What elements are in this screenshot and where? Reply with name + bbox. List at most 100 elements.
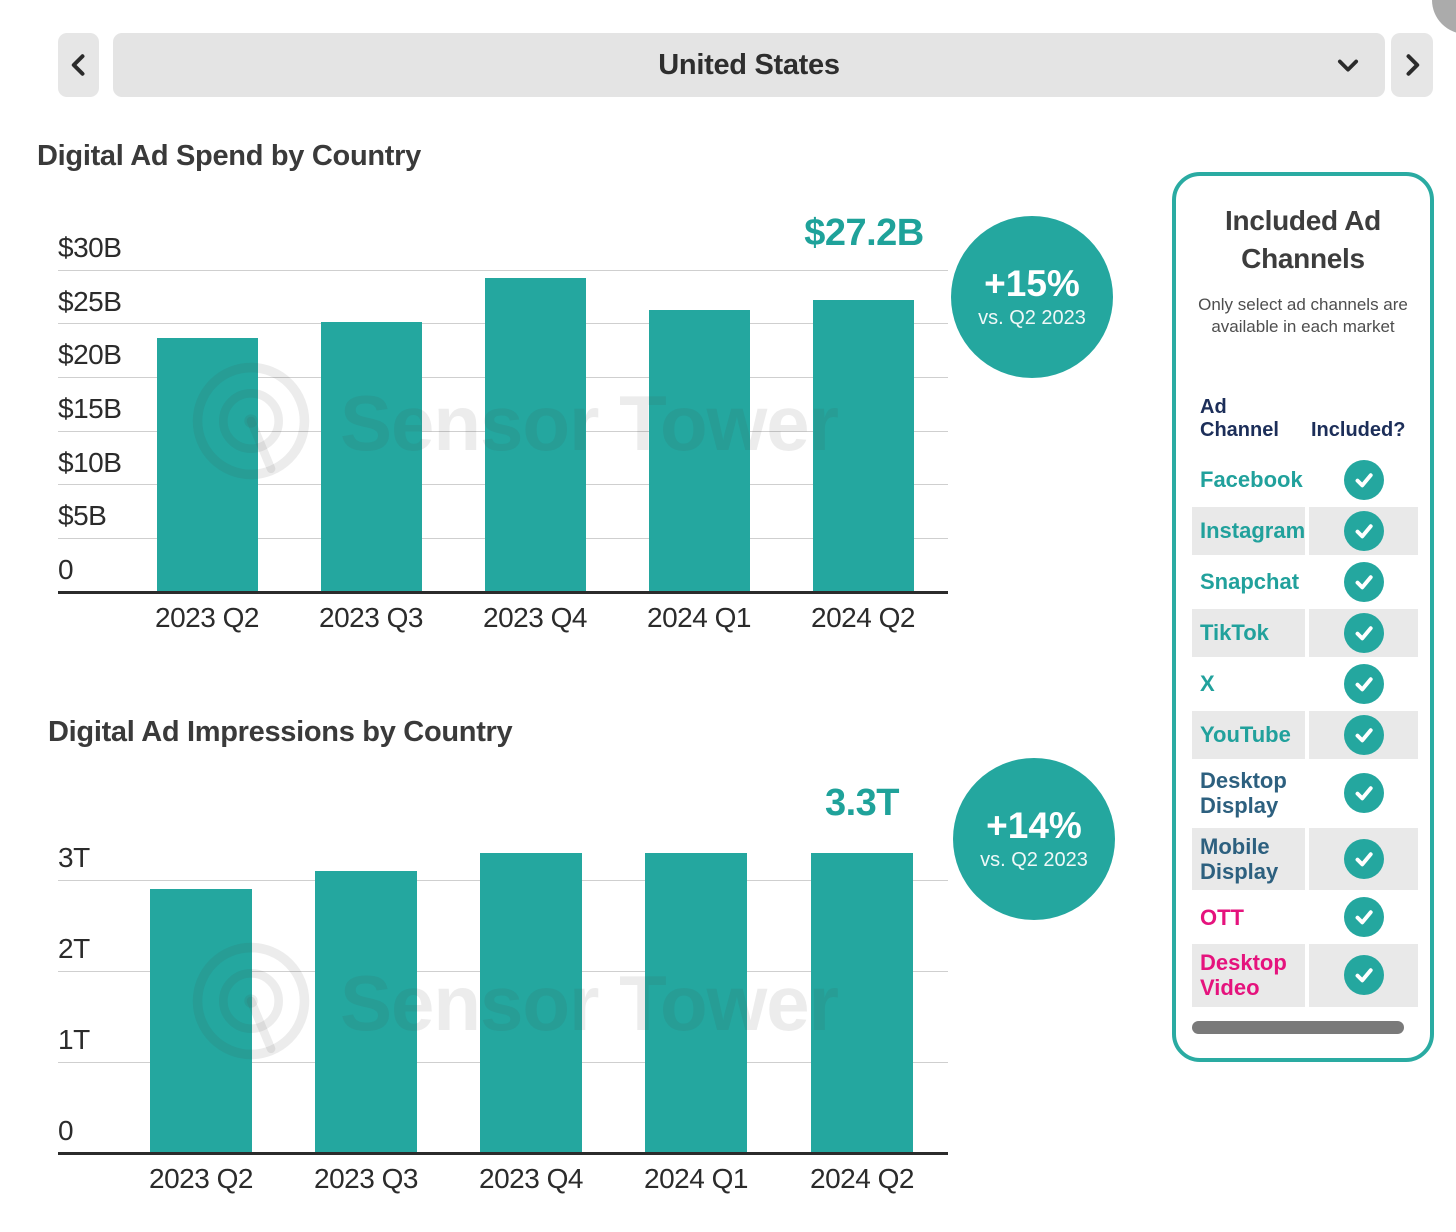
y-tick-label: 3T xyxy=(58,842,90,873)
panel-scrollbar[interactable] xyxy=(1192,1021,1404,1034)
watermark-text: Sensor Tower xyxy=(340,379,839,467)
channel-row: Facebook xyxy=(1192,456,1418,504)
check-icon xyxy=(1343,773,1384,814)
channel-row: Snapchat xyxy=(1192,558,1418,606)
channel-label: X xyxy=(1200,671,1215,697)
channel-row: TikTok xyxy=(1192,609,1418,657)
included-cell xyxy=(1309,660,1418,708)
channel-row: X xyxy=(1192,660,1418,708)
bar xyxy=(484,277,586,592)
bar xyxy=(812,300,914,592)
channel-row: Mobile Display xyxy=(1192,827,1418,891)
prev-country-button[interactable] xyxy=(58,33,99,97)
included-cell xyxy=(1309,558,1418,606)
gridline xyxy=(58,376,948,378)
channel-label: Desktop Display xyxy=(1200,768,1287,819)
check-icon xyxy=(1343,664,1384,704)
y-tick-label: 0 xyxy=(58,554,74,585)
gridline xyxy=(58,970,948,972)
y-tick-label: $10B xyxy=(58,446,122,478)
chevron-down-icon xyxy=(1333,51,1363,79)
included-cell xyxy=(1309,893,1418,941)
growth-percent: +14% xyxy=(986,804,1082,846)
chart1-growth-badge: +15% vs. Q2 2023 xyxy=(951,216,1113,378)
included-cell xyxy=(1309,609,1418,657)
y-tick-label: $5B xyxy=(58,500,107,532)
included-cell xyxy=(1309,456,1418,504)
check-icon xyxy=(1343,897,1384,938)
chart2-peak-value: 3.3T xyxy=(824,782,900,824)
included-cell xyxy=(1309,827,1418,891)
bar xyxy=(156,337,258,592)
chart2-title: Digital Ad Impressions by Country xyxy=(48,716,513,748)
included-cell xyxy=(1309,762,1418,825)
channel-label: Facebook xyxy=(1200,467,1303,493)
chart2-growth-badge: +14% vs. Q2 2023 xyxy=(953,758,1115,920)
next-country-button[interactable] xyxy=(1391,33,1433,97)
check-icon xyxy=(1343,460,1384,500)
included-cell xyxy=(1309,711,1418,759)
column-header-included: Included? xyxy=(1311,419,1406,441)
y-tick-label: $20B xyxy=(58,339,122,371)
channel-table-header: Ad Channel Included? xyxy=(1192,396,1418,442)
sensor-tower-watermark: Sensor Tower xyxy=(188,358,839,489)
sensor-tower-logo-icon xyxy=(188,938,314,1069)
sensor-tower-watermark: Sensor Tower xyxy=(188,938,839,1069)
gridline xyxy=(58,269,948,271)
x-tick-label: 2023 Q2 xyxy=(155,602,259,633)
check-icon xyxy=(1343,613,1384,653)
growth-comparison: vs. Q2 2023 xyxy=(980,848,1088,871)
channel-label: Mobile Display xyxy=(1192,827,1305,891)
floating-widget-button[interactable] xyxy=(1432,0,1456,34)
y-tick-label: $25B xyxy=(58,285,122,317)
panel-title: Included Ad Channels xyxy=(1225,205,1381,274)
channel-table-body: Facebook Instagram Snapchat TikTok X YouTube D… xyxy=(1192,456,1418,1010)
check-icon xyxy=(1343,838,1384,879)
x-axis-line xyxy=(58,591,948,594)
channel-label: Desktop Video xyxy=(1192,944,1305,1007)
x-tick-label: 2024 Q1 xyxy=(644,1163,748,1194)
chart1-title: Digital Ad Spend by Country xyxy=(37,140,421,172)
channel-row: Desktop Video xyxy=(1192,944,1418,1007)
country-selector-value: United States xyxy=(658,48,840,81)
y-tick-label: 2T xyxy=(58,933,90,964)
x-tick-label: 2023 Q4 xyxy=(483,602,587,633)
country-selector[interactable]: United States xyxy=(113,33,1385,97)
check-icon xyxy=(1343,715,1384,755)
channel-row: Desktop Display xyxy=(1192,762,1418,825)
check-icon xyxy=(1343,511,1384,551)
gridline xyxy=(58,484,948,486)
sensor-tower-logo-icon xyxy=(188,358,314,489)
chevron-right-icon xyxy=(1398,50,1426,80)
x-tick-label: 2023 Q4 xyxy=(479,1163,583,1194)
channel-label: YouTube xyxy=(1192,711,1305,759)
x-tick-label: 2023 Q3 xyxy=(319,602,423,633)
channel-row: YouTube xyxy=(1192,711,1418,759)
x-tick-label: 2024 Q2 xyxy=(810,1163,914,1194)
bar xyxy=(320,321,422,592)
x-tick-label: 2024 Q1 xyxy=(647,602,751,633)
growth-comparison: vs. Q2 2023 xyxy=(978,306,1086,329)
bar xyxy=(480,852,582,1153)
y-tick-label: 0 xyxy=(58,1115,74,1146)
x-axis-line xyxy=(58,1152,948,1155)
chart1-peak-value: $27.2B xyxy=(804,212,924,254)
bar xyxy=(645,852,747,1153)
check-icon xyxy=(1343,955,1384,996)
included-cell xyxy=(1309,507,1418,555)
gridline xyxy=(58,323,948,325)
channel-label: OTT xyxy=(1200,904,1244,930)
column-header-ad-channel: Ad Channel xyxy=(1200,396,1279,441)
channel-label: TikTok xyxy=(1192,609,1305,657)
bar xyxy=(315,870,417,1153)
gridline xyxy=(58,1061,948,1063)
channel-row: Instagram xyxy=(1192,507,1418,555)
check-icon xyxy=(1343,562,1384,602)
x-tick-label: 2024 Q2 xyxy=(811,602,915,633)
y-tick-label: $30B xyxy=(58,232,122,263)
channel-row: OTT xyxy=(1192,893,1418,941)
channel-label: Snapchat xyxy=(1200,569,1300,595)
growth-percent: +15% xyxy=(984,262,1080,304)
chevron-left-icon xyxy=(65,50,93,80)
